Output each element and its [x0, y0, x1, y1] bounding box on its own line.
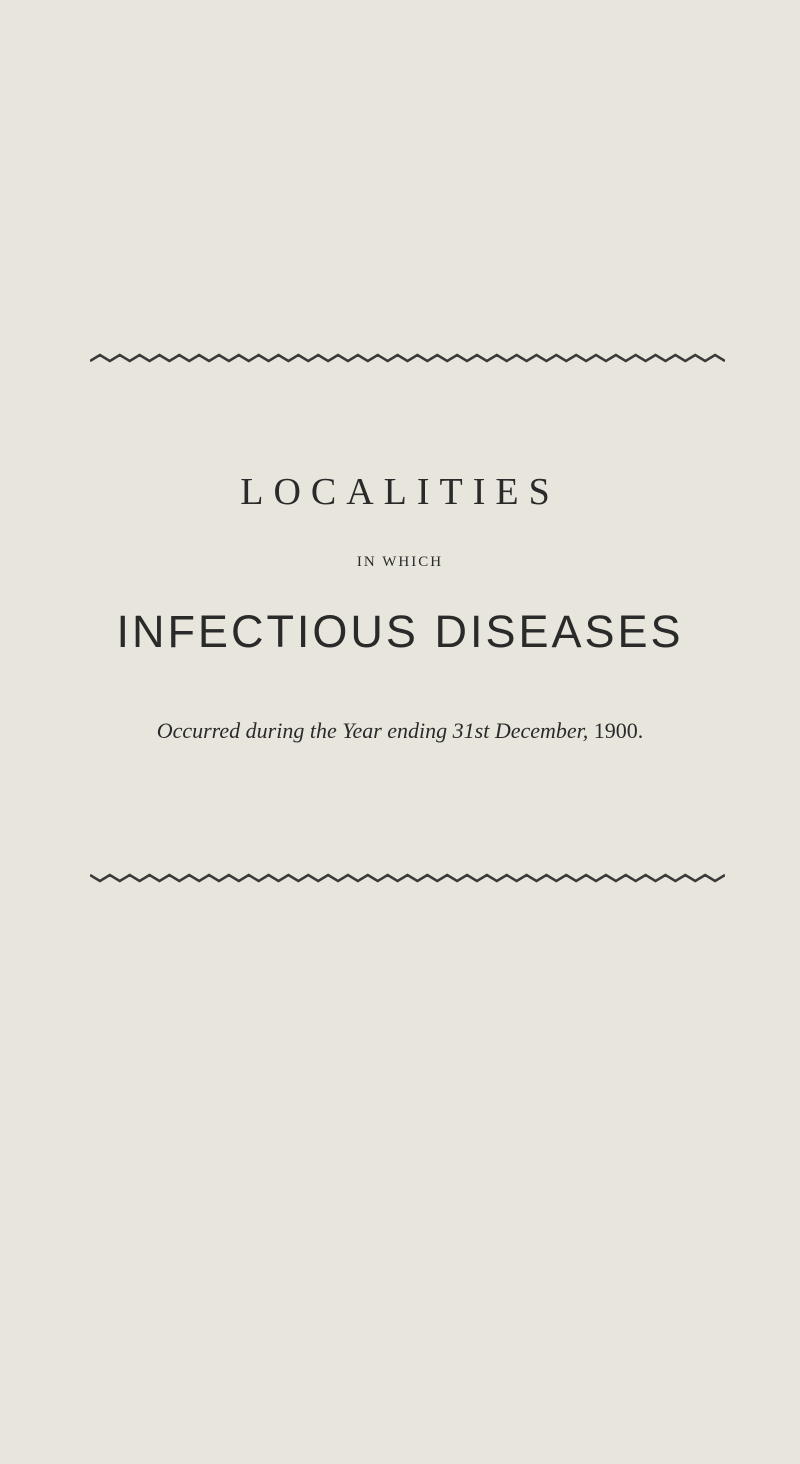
bottom-zigzag-divider — [90, 870, 725, 888]
title-localities: LOCALITIES — [0, 470, 800, 514]
description-line: Occurred during the Year ending 31st Dec… — [0, 718, 800, 744]
document-page: LOCALITIES IN WHICH INFECTIOUS DISEASES … — [0, 0, 800, 1464]
top-zigzag-divider — [90, 350, 725, 368]
description-date: 31st December, — [453, 718, 589, 743]
description-text: Occurred during the Year ending — [157, 718, 453, 743]
zigzag-ornament-top — [90, 353, 725, 363]
description-year: 1900. — [588, 718, 643, 743]
zigzag-ornament-bottom — [90, 873, 725, 883]
title-block: LOCALITIES IN WHICH INFECTIOUS DISEASES … — [0, 470, 800, 744]
title-infectious-diseases: INFECTIOUS DISEASES — [0, 606, 800, 658]
subtitle-in-which: IN WHICH — [0, 554, 800, 571]
